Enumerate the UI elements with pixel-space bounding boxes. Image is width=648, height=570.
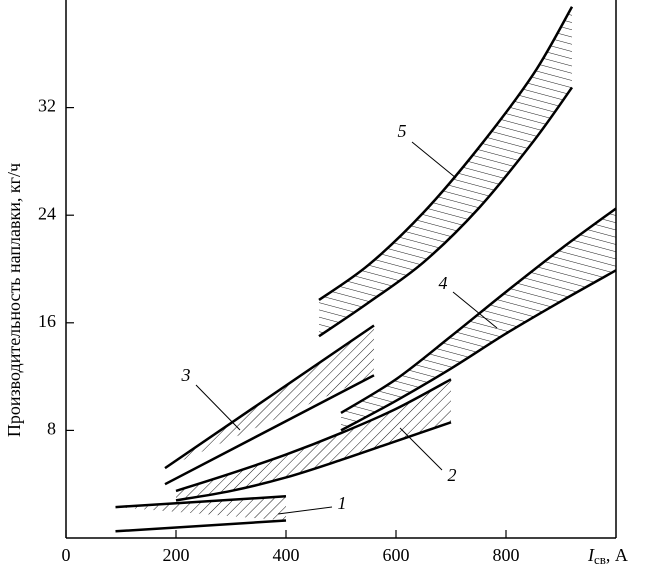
leader-line <box>277 506 333 515</box>
band-upper <box>318 6 574 301</box>
x-tick-label: 600 <box>383 545 410 565</box>
band-lower <box>318 86 574 338</box>
band-lower <box>115 519 287 533</box>
y-tick-label: 16 <box>38 311 56 331</box>
leader-line <box>195 384 241 431</box>
x-tick-label: 400 <box>273 545 300 565</box>
y-tick-label: 32 <box>38 96 56 116</box>
band-fill <box>341 208 616 431</box>
band-upper <box>175 378 452 493</box>
band-upper <box>340 207 617 414</box>
leader-line <box>399 427 443 471</box>
band-upper <box>115 495 287 509</box>
x-axis-label: Iсв, A <box>587 545 628 567</box>
leader-line <box>452 291 498 329</box>
y-tick-label: 8 <box>47 419 56 439</box>
band-label: 2 <box>448 465 457 485</box>
x-tick-label: 0 <box>62 545 71 565</box>
band-label: 1 <box>338 493 347 513</box>
band-upper <box>164 324 375 470</box>
x-tick-label: 200 <box>163 545 190 565</box>
y-axis-label: Производительность наплавки, кг/ч <box>4 163 24 437</box>
x-label-symbol: I <box>587 545 595 565</box>
y-tick-label: 24 <box>38 203 56 223</box>
band-label: 4 <box>439 273 448 293</box>
band-lower <box>164 374 375 486</box>
band-lower <box>340 269 617 432</box>
x-label-unit: , A <box>606 545 628 565</box>
leader-line <box>411 141 457 179</box>
x-label-subscript: св <box>594 552 606 567</box>
band-fill <box>115 496 286 521</box>
band-label: 3 <box>181 365 191 385</box>
band-lower <box>175 421 452 502</box>
band-label: 5 <box>398 121 407 141</box>
x-tick-label: 800 <box>493 545 520 565</box>
